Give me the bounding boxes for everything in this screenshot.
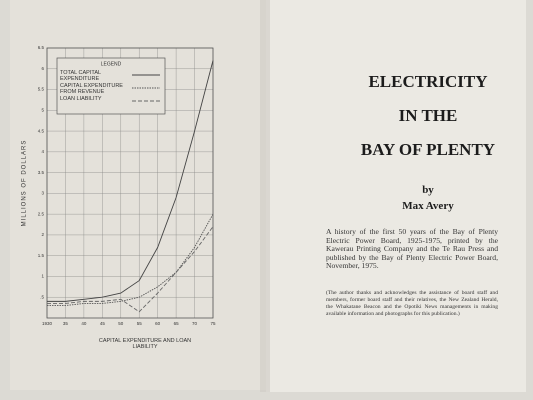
y-tick-label: 1 [41, 274, 44, 279]
legend-entry-box: LOAN LIABILITY [60, 96, 102, 102]
legend-entry-box: TOTAL CAPITAL EXPENDITURE [60, 70, 101, 82]
y-tick-label: 4.5 [38, 128, 45, 133]
x-tick-label: 55 [137, 321, 143, 326]
chart-title-box: CAPITAL EXPENDITURE AND LOAN LIABILITY [98, 338, 192, 350]
y-tick-label: 6.5 [38, 45, 45, 50]
title-line: ELECTRICITY [368, 72, 488, 91]
y-tick-label: .5 [40, 294, 44, 299]
y-tick-label: 6 [41, 66, 44, 71]
y-tick-label: 5 [41, 107, 44, 112]
x-tick-label: 50 [118, 321, 124, 326]
gutter [260, 0, 270, 392]
right-page [266, 0, 526, 392]
author: Max Avery [402, 200, 454, 212]
x-tick-label: 40 [81, 321, 87, 326]
legend-entry: TOTAL CAPITAL EXPENDITURE [60, 70, 101, 82]
y-tick-label: 1.5 [38, 253, 45, 258]
legend-entry-box: CAPITAL EXPENDITURE FROM REVENUE [60, 83, 123, 95]
x-tick-label: 1930 [42, 321, 53, 326]
y-tick-label: 5.5 [38, 87, 45, 92]
plot-frame [46, 47, 214, 319]
legend-entry: CAPITAL EXPENDITURE FROM REVENUE [60, 83, 123, 95]
by: by [422, 184, 434, 196]
x-tick-label: 70 [192, 321, 198, 326]
x-tick-label: 60 [155, 321, 161, 326]
x-tick-label: 45 [100, 321, 106, 326]
series-line [47, 226, 214, 313]
x-tick-label: 35 [63, 321, 69, 326]
series-line [47, 213, 214, 306]
y-tick-label: 2.5 [38, 211, 45, 216]
y-tick-label: 3 [41, 191, 44, 196]
legend-title: LEGEND [101, 61, 122, 67]
legend-entry: LOAN LIABILITY [60, 96, 102, 102]
legend-box [56, 57, 166, 115]
series-line [47, 60, 214, 302]
x-tick-label: 75 [210, 321, 216, 326]
description: A history of the first 50 years of the B… [326, 227, 498, 271]
title-line: BAY OF PLENTY [360, 140, 496, 159]
y-tick-label: 4 [41, 149, 44, 154]
chart-title: CAPITAL EXPENDITURE AND LOAN LIABILITY [98, 338, 192, 350]
y-tick-label: 2 [41, 232, 44, 237]
y-tick-label: 3.5 [38, 170, 45, 175]
y-axis-label: MILLIONS OF DOLLARS [22, 140, 28, 227]
title-line: IN THE [398, 106, 458, 125]
acknowledgement: (The author thanks and acknowledges the … [326, 290, 498, 317]
x-tick-label: 65 [174, 321, 180, 326]
